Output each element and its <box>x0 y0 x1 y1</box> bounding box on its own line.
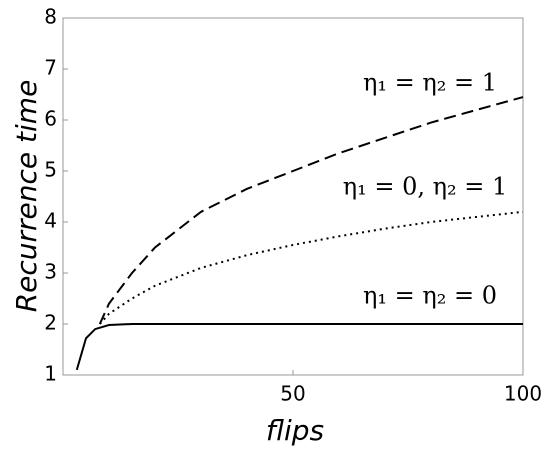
y-tick-label: 3 <box>44 260 57 284</box>
series-line <box>75 323 523 371</box>
y-tick-label: 7 <box>44 56 57 80</box>
y-tick-label: 4 <box>44 209 57 233</box>
series-line <box>98 96 524 325</box>
y-tick-label: 2 <box>44 311 57 335</box>
y-tick-label: 6 <box>44 107 57 131</box>
y-axis-label: Recurrence time <box>10 80 43 313</box>
series-label: η₁ = 0, η₂ = 1 <box>343 173 508 201</box>
series-label: η₁ = η₂ = 0 <box>363 282 497 310</box>
series-line <box>99 210 524 325</box>
x-tick-label: 50 <box>280 382 305 406</box>
y-tick-label: 8 <box>44 5 57 29</box>
y-tick-label: 5 <box>44 158 57 182</box>
series-label: η₁ = η₂ = 1 <box>363 69 497 97</box>
x-axis-label: flips <box>266 414 324 447</box>
x-tick-label: 100 <box>504 382 542 406</box>
y-tick-label: 1 <box>44 362 57 386</box>
